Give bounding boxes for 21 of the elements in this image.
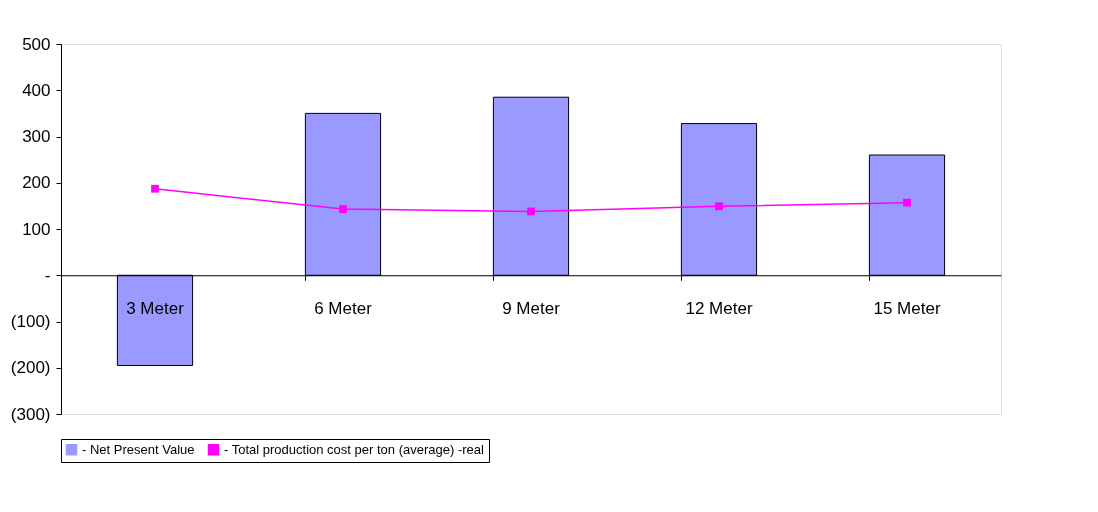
y-tick-label: (200) (10, 358, 51, 378)
point (339, 205, 347, 213)
x-tick-label: 12 Meter (685, 298, 753, 318)
y-tick-label: - (44, 265, 51, 285)
point (151, 184, 159, 193)
x-tick-label: 15 Meter (873, 298, 941, 318)
y-tick-label: 400 (22, 80, 51, 100)
point (527, 207, 535, 216)
y-tick-label: (100) (10, 312, 51, 331)
y-tick-label: 100 (22, 219, 51, 239)
y-tick-label: 200 (22, 173, 51, 193)
x-tick-label: 9 Meter (502, 298, 561, 318)
y-tick-label: 300 (22, 127, 51, 146)
y-tick-label: 500 (22, 34, 51, 54)
x-tick-label: 6 Meter (314, 298, 373, 318)
legend-label: - Total production cost per ton (average) -real (224, 441, 484, 457)
y-tick-label: (300) (10, 404, 51, 424)
x-tick-label: 3 Meter (126, 298, 185, 318)
legend-label: - Net Present Value (82, 441, 195, 457)
point (903, 198, 911, 207)
point (715, 202, 723, 211)
